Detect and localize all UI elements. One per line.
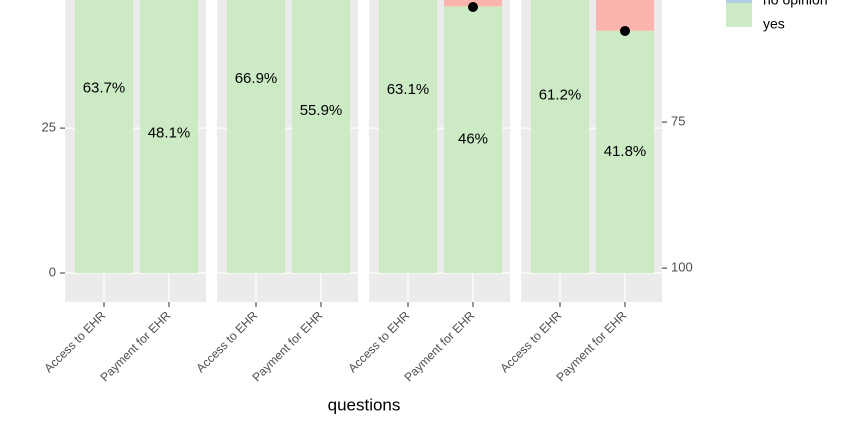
x-tick-label: Payment for EHR [249, 308, 325, 384]
bar-segment [596, 0, 654, 31]
y2-tick-label: 100 [671, 260, 693, 275]
x-tick-label: Access to EHR [345, 308, 412, 375]
y-tick-label: 0 [49, 264, 56, 279]
value-label: 48.1% [148, 125, 191, 142]
bar-segment [292, 0, 350, 274]
legend-key [726, 0, 752, 3]
bar-segment [444, 6, 502, 274]
bar-segment [379, 0, 437, 274]
bar-segment [531, 0, 589, 274]
x-tick-label: Payment for EHR [97, 308, 173, 384]
x-tick-label: Access to EHR [193, 308, 260, 375]
value-label: 61.2% [539, 87, 582, 104]
plot-area: 63.7% 48.1% 66.9% 55.9% 63.1% 46% 61.2% 41.8% [75, 0, 654, 274]
legend-label: no opinion [763, 0, 828, 8]
legend-label: yes [763, 16, 785, 32]
bar-segment [75, 0, 133, 274]
bar-segment [227, 0, 285, 274]
x-tick-label: Payment for EHR [401, 308, 477, 384]
value-label: 66.9% [235, 70, 278, 87]
legend-key [726, 3, 752, 27]
x-tick-label: Access to EHR [497, 308, 564, 375]
value-label: 63.7% [83, 79, 126, 96]
point [620, 25, 630, 36]
y2-tick-label: 75 [671, 114, 685, 129]
value-label: 41.8% [604, 143, 647, 160]
value-label: 55.9% [300, 102, 343, 119]
value-label: 46% [458, 131, 488, 148]
point [468, 2, 478, 13]
y-tick-label: 25 [42, 120, 56, 135]
bar-segment [140, 0, 198, 274]
value-label: 63.1% [387, 81, 430, 98]
x-tick-label: Access to EHR [41, 308, 108, 375]
x-axis-title: questions [328, 395, 401, 414]
x-tick-label: Payment for EHR [553, 308, 629, 384]
bar-segment [596, 30, 654, 274]
